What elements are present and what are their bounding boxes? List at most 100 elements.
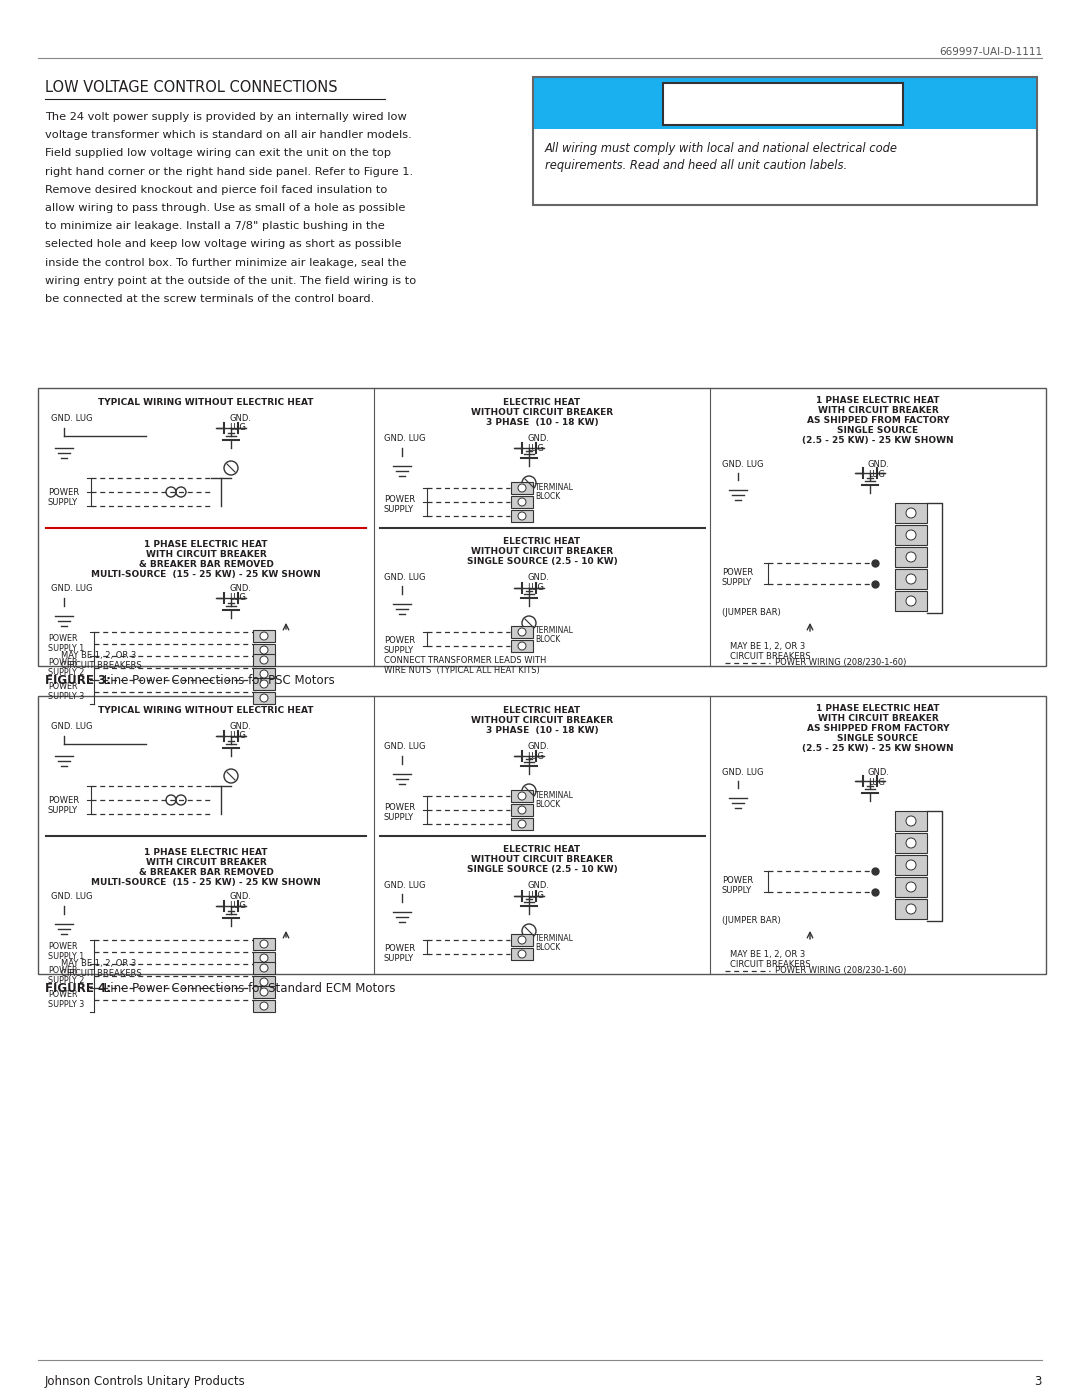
Text: TYPICAL WIRING WITHOUT ELECTRIC HEAT: TYPICAL WIRING WITHOUT ELECTRIC HEAT: [98, 705, 314, 715]
Text: SUPPLY: SUPPLY: [48, 806, 78, 814]
Text: WITH CIRCUIT BREAKER: WITH CIRCUIT BREAKER: [818, 714, 939, 724]
Bar: [253, 963, 275, 974]
Text: wiring entry point at the outside of the unit. The field wiring is to: wiring entry point at the outside of the…: [45, 275, 416, 286]
Text: SINGLE SOURCE (2.5 - 10 KW): SINGLE SOURCE (2.5 - 10 KW): [467, 865, 618, 875]
Text: GND. LUG: GND. LUG: [384, 882, 426, 890]
Circle shape: [906, 529, 916, 541]
Text: WITH CIRCUIT BREAKER: WITH CIRCUIT BREAKER: [818, 407, 939, 415]
Text: WIRE NUTS  (TYPICAL ALL HEAT KITS): WIRE NUTS (TYPICAL ALL HEAT KITS): [384, 666, 540, 675]
Text: requirements. Read and heed all unit caution labels.: requirements. Read and heed all unit cau…: [545, 159, 847, 172]
Text: NOTICE: NOTICE: [718, 89, 851, 120]
Circle shape: [518, 511, 526, 520]
Text: allow wiring to pass through. Use as small of a hole as possible: allow wiring to pass through. Use as sma…: [45, 203, 405, 212]
Text: 1 PHASE ELECTRIC HEAT: 1 PHASE ELECTRIC HEAT: [816, 704, 940, 712]
Circle shape: [260, 671, 268, 678]
Text: SUPPLY: SUPPLY: [384, 813, 414, 821]
Bar: [253, 630, 275, 643]
Text: POWER: POWER: [384, 803, 415, 812]
Text: SUPPLY: SUPPLY: [384, 504, 414, 514]
Text: WITH CIRCUIT BREAKER: WITH CIRCUIT BREAKER: [146, 858, 267, 868]
Text: POWER: POWER: [384, 944, 415, 953]
Text: GND.: GND.: [868, 768, 890, 777]
Text: WITHOUT CIRCUIT BREAKER: WITHOUT CIRCUIT BREAKER: [471, 548, 613, 556]
Text: LUG: LUG: [868, 469, 885, 479]
Text: POWER: POWER: [48, 682, 78, 692]
Circle shape: [260, 631, 268, 640]
Text: Field supplied low voltage wiring can exit the unit on the top: Field supplied low voltage wiring can ex…: [45, 148, 391, 158]
Circle shape: [906, 552, 916, 562]
Text: MAY BE 1, 2, OR 3: MAY BE 1, 2, OR 3: [60, 651, 136, 659]
Text: TERMINAL: TERMINAL: [535, 935, 573, 943]
Text: LUG: LUG: [229, 901, 246, 909]
Circle shape: [906, 838, 916, 848]
Text: SUPPLY: SUPPLY: [723, 886, 752, 895]
Text: GND. LUG: GND. LUG: [51, 414, 93, 423]
Text: LUG: LUG: [527, 444, 544, 453]
Bar: [663, 82, 903, 124]
Text: FIGURE 4:: FIGURE 4:: [45, 982, 111, 995]
Text: SUPPLY 3: SUPPLY 3: [48, 692, 84, 701]
Circle shape: [906, 509, 916, 518]
Text: ELECTRIC HEAT: ELECTRIC HEAT: [503, 398, 581, 407]
Bar: [253, 986, 275, 997]
Text: 669997-UAI-D-1111: 669997-UAI-D-1111: [939, 47, 1042, 57]
Bar: [511, 640, 534, 652]
Bar: [534, 77, 1037, 205]
Text: MULTI-SOURCE  (15 - 25 KW) - 25 KW SHOWN: MULTI-SOURCE (15 - 25 KW) - 25 KW SHOWN: [91, 570, 321, 578]
Text: (JUMPER BAR): (JUMPER BAR): [723, 916, 781, 925]
Circle shape: [518, 483, 526, 492]
Bar: [253, 1000, 275, 1011]
Bar: [511, 949, 534, 960]
Circle shape: [518, 629, 526, 636]
Text: POWER: POWER: [384, 495, 415, 504]
Circle shape: [518, 792, 526, 800]
Circle shape: [518, 806, 526, 814]
Text: GND. LUG: GND. LUG: [51, 584, 93, 592]
Text: CIRCUIT BREAKERS: CIRCUIT BREAKERS: [730, 652, 811, 661]
Text: WITH CIRCUIT BREAKER: WITH CIRCUIT BREAKER: [146, 550, 267, 559]
Text: GND.: GND.: [527, 434, 549, 443]
Text: & BREAKER BAR REMOVED: & BREAKER BAR REMOVED: [138, 868, 273, 877]
Circle shape: [522, 784, 536, 798]
Text: right hand corner or the right hand side panel. Refer to Figure 1.: right hand corner or the right hand side…: [45, 166, 414, 176]
Text: 3 PHASE  (10 - 18 KW): 3 PHASE (10 - 18 KW): [486, 418, 598, 427]
Bar: [895, 591, 927, 610]
Text: SUPPLY: SUPPLY: [384, 645, 414, 655]
Text: Line Power Connections for PSC Motors: Line Power Connections for PSC Motors: [100, 673, 335, 687]
Text: POWER: POWER: [48, 796, 79, 805]
Bar: [534, 129, 1037, 205]
Bar: [253, 977, 275, 988]
Circle shape: [906, 882, 916, 893]
Text: LUG: LUG: [527, 891, 544, 900]
Text: FIGURE 3:: FIGURE 3:: [45, 673, 111, 687]
Text: ELECTRIC HEAT: ELECTRIC HEAT: [503, 845, 581, 854]
Text: POWER: POWER: [48, 990, 78, 999]
Bar: [895, 525, 927, 545]
Text: POWER: POWER: [48, 634, 78, 643]
Text: ELECTRIC HEAT: ELECTRIC HEAT: [503, 536, 581, 546]
Text: AS SHIPPED FROM FACTORY: AS SHIPPED FROM FACTORY: [807, 416, 949, 425]
Circle shape: [260, 940, 268, 949]
Text: GND.: GND.: [527, 742, 549, 752]
Text: GND. LUG: GND. LUG: [384, 434, 426, 443]
Text: (2.5 - 25 KW) - 25 KW SHOWN: (2.5 - 25 KW) - 25 KW SHOWN: [802, 436, 954, 446]
Text: WITHOUT CIRCUIT BREAKER: WITHOUT CIRCUIT BREAKER: [471, 717, 613, 725]
Circle shape: [260, 964, 268, 972]
Text: GND.: GND.: [868, 460, 890, 469]
Text: MAY BE 1, 2, OR 3: MAY BE 1, 2, OR 3: [730, 643, 806, 651]
Circle shape: [906, 597, 916, 606]
Text: AS SHIPPED FROM FACTORY: AS SHIPPED FROM FACTORY: [807, 724, 949, 733]
Text: CIRCUIT BREAKERS: CIRCUIT BREAKERS: [730, 960, 811, 970]
Text: Line Power Connections for Standard ECM Motors: Line Power Connections for Standard ECM …: [100, 982, 395, 995]
Text: GND. LUG: GND. LUG: [723, 768, 764, 777]
Text: LUG: LUG: [229, 423, 246, 432]
Text: SINGLE SOURCE: SINGLE SOURCE: [837, 426, 919, 434]
Text: All wiring must comply with local and national electrical code: All wiring must comply with local and na…: [545, 142, 897, 155]
Text: LUG: LUG: [527, 752, 544, 761]
Text: GND.: GND.: [229, 722, 251, 731]
Circle shape: [260, 657, 268, 664]
Bar: [895, 900, 927, 919]
Circle shape: [522, 923, 536, 937]
Circle shape: [260, 694, 268, 703]
Bar: [38, 696, 1047, 974]
